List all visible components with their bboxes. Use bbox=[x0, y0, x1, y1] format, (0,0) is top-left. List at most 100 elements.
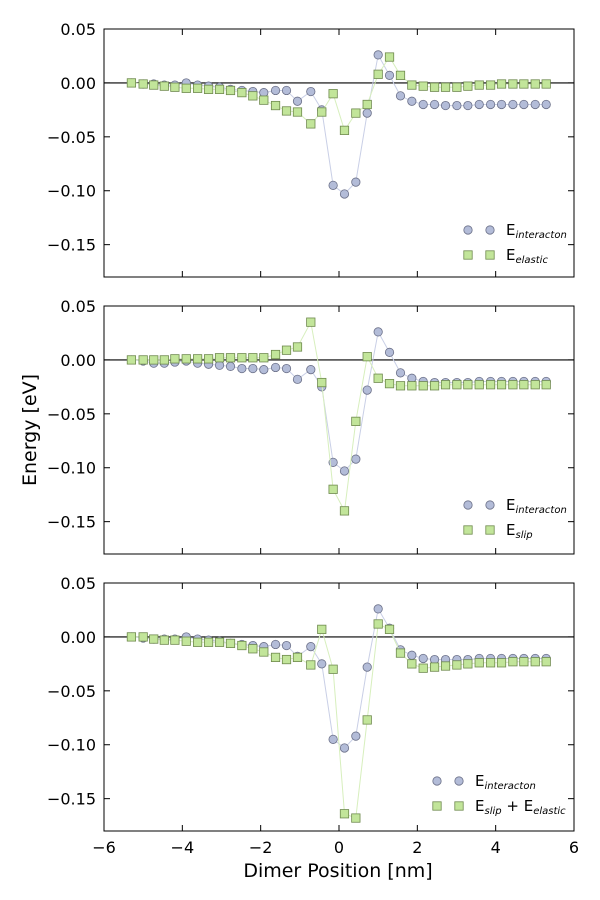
data-point bbox=[384, 52, 395, 62]
data-point bbox=[126, 78, 137, 88]
data-point bbox=[214, 360, 225, 370]
y-tick-label: −0.15 bbox=[47, 790, 96, 809]
data-point bbox=[306, 86, 316, 97]
data-point bbox=[339, 743, 350, 753]
data-point bbox=[496, 79, 507, 89]
data-point bbox=[463, 81, 473, 91]
x-axis-title: Dimer Position [nm] bbox=[243, 860, 432, 882]
legend-marker bbox=[463, 250, 473, 260]
data-point bbox=[519, 657, 529, 667]
data-point bbox=[281, 640, 292, 651]
data-point bbox=[248, 363, 258, 374]
data-point bbox=[474, 80, 484, 90]
data-point bbox=[339, 809, 350, 819]
data-point bbox=[452, 82, 462, 92]
series-line bbox=[131, 53, 547, 195]
legend-label: Einteracton bbox=[506, 496, 567, 516]
data-point bbox=[395, 91, 406, 101]
data-point bbox=[225, 361, 236, 371]
data-point bbox=[395, 368, 406, 378]
y-tick-label: 0.00 bbox=[60, 74, 96, 93]
data-point bbox=[159, 81, 169, 91]
data-point bbox=[463, 380, 473, 390]
legend-marker bbox=[485, 250, 495, 260]
y-tick-label: 0.05 bbox=[60, 297, 96, 316]
data-point bbox=[541, 380, 551, 390]
legend-label: Einteracton bbox=[475, 772, 536, 792]
data-point bbox=[270, 639, 281, 650]
series-slip bbox=[126, 317, 551, 516]
y-tick-label: −0.05 bbox=[47, 682, 96, 701]
data-point bbox=[339, 466, 350, 476]
data-point bbox=[214, 353, 225, 363]
y-tick-label: −0.15 bbox=[47, 236, 96, 255]
data-point bbox=[225, 353, 236, 363]
data-point bbox=[292, 374, 303, 384]
data-point bbox=[429, 662, 440, 672]
legend-marker bbox=[463, 225, 473, 235]
plot-frame bbox=[103, 305, 575, 555]
data-point bbox=[328, 180, 338, 190]
data-point bbox=[463, 100, 473, 111]
x-tick-label: −4 bbox=[171, 838, 195, 857]
plot-frame bbox=[103, 28, 575, 278]
data-point bbox=[292, 342, 303, 352]
data-point bbox=[270, 349, 281, 360]
data-point bbox=[362, 715, 372, 725]
data-point bbox=[440, 661, 451, 671]
data-point bbox=[407, 650, 417, 660]
data-point bbox=[259, 365, 269, 375]
data-point bbox=[138, 632, 148, 642]
data-point bbox=[281, 654, 292, 665]
data-point bbox=[149, 355, 159, 365]
data-point bbox=[149, 80, 159, 90]
data-point bbox=[281, 345, 292, 355]
data-point bbox=[362, 352, 372, 362]
data-point bbox=[530, 380, 540, 390]
data-point bbox=[170, 635, 180, 645]
data-point bbox=[328, 664, 338, 674]
plot-frame bbox=[103, 582, 575, 832]
data-point bbox=[395, 70, 406, 80]
data-point bbox=[452, 660, 462, 670]
data-point bbox=[530, 657, 540, 667]
series-interaction bbox=[126, 327, 551, 476]
data-point bbox=[407, 659, 417, 669]
data-point bbox=[193, 83, 203, 93]
data-point bbox=[237, 88, 247, 98]
data-point bbox=[440, 82, 451, 92]
data-point bbox=[452, 100, 462, 111]
data-point bbox=[351, 416, 361, 426]
legend-marker bbox=[454, 776, 464, 786]
series-line bbox=[131, 607, 547, 749]
legend-marker bbox=[485, 525, 495, 535]
data-point bbox=[270, 362, 281, 373]
data-point bbox=[351, 454, 361, 464]
data-point bbox=[306, 642, 316, 652]
series-slip_plus_elastic bbox=[126, 619, 551, 823]
data-point bbox=[181, 636, 191, 646]
legend-marker bbox=[432, 801, 442, 811]
data-point bbox=[159, 635, 169, 645]
data-point bbox=[508, 79, 518, 89]
data-point bbox=[248, 353, 258, 363]
data-point bbox=[351, 108, 361, 118]
data-point bbox=[418, 81, 428, 91]
series-interaction bbox=[126, 50, 551, 199]
legend-label: Einteracton bbox=[506, 221, 567, 241]
data-point bbox=[237, 353, 247, 363]
data-point bbox=[429, 99, 440, 110]
data-point bbox=[508, 657, 518, 667]
legend: Einteracton Eelastic bbox=[463, 221, 567, 266]
x-tick-label: 2 bbox=[412, 838, 422, 857]
chart-panel-1: 0.05 0.00 −0.05 −0.10 −0.15 Einteracton Eelast… bbox=[47, 20, 575, 278]
y-tick-label: 0.00 bbox=[60, 351, 96, 370]
data-point bbox=[373, 50, 383, 60]
data-point bbox=[373, 327, 383, 337]
data-point bbox=[281, 106, 292, 116]
x-tick-label: 6 bbox=[569, 838, 579, 857]
data-point bbox=[418, 663, 428, 673]
series-interaction bbox=[126, 604, 551, 753]
y-tick-label: 0.00 bbox=[60, 628, 96, 647]
data-point bbox=[237, 640, 247, 651]
